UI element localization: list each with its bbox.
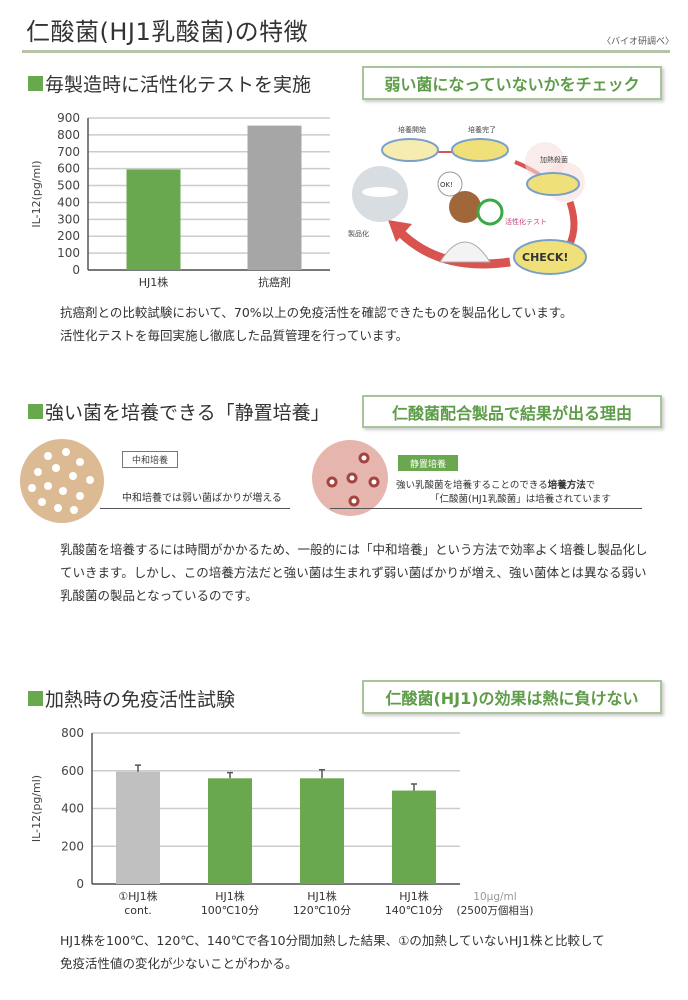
y-tick-label: 800	[61, 726, 84, 740]
section3-heading: 加熱時の免疫活性試験	[28, 685, 235, 712]
bar	[392, 790, 436, 884]
y-tick-label: 100	[57, 246, 80, 260]
y-axis-label: IL-12(pg/ml)	[30, 775, 43, 842]
paragraph-line: 抗癌剤との比較試験において、70%以上の免疫活性を確認できたものを製品化していま…	[60, 305, 573, 320]
label-done: 培養完了	[468, 125, 496, 134]
bar	[116, 771, 160, 884]
section2-heading-text: 強い菌を培養できる「静置培養」	[45, 402, 330, 424]
y-tick-label: 700	[57, 145, 80, 159]
label-sterilize: 加熱殺菌	[540, 155, 568, 164]
unit-note: (2500万個相当)	[457, 904, 534, 917]
paragraph-line: 免疫活性値の変化が少ないことがわかる。	[60, 956, 298, 971]
y-tick-label: 200	[61, 839, 84, 853]
x-tick-label: 140℃10分	[385, 904, 443, 917]
title-divider	[22, 50, 670, 53]
x-tick-label: HJ1株	[215, 889, 245, 903]
error-bar	[411, 783, 417, 791]
paragraph-line: 活性化テストを毎回実施し徹底した品質管理を行っています。	[60, 328, 409, 343]
bullet-square-icon	[28, 76, 43, 91]
paragraph-line: 乳酸菌を培養するには時間がかかるため、一般的には「中和培養」という方法で効率よく…	[60, 542, 648, 557]
y-tick-label: 600	[57, 162, 80, 176]
error-bar	[319, 769, 325, 779]
y-tick-label: 400	[61, 802, 84, 816]
section2-callout: 仁酸菌配合製品で結果が出る理由	[362, 395, 662, 428]
section3-callout: 仁酸菌(HJ1)の効果は熱に負けない	[362, 680, 662, 714]
label-ok: OK!	[440, 181, 453, 189]
source-note: 〈バイオ研調べ〉	[601, 37, 674, 47]
x-tick-label: cont.	[124, 904, 152, 917]
neutral-culture-dish-icon	[20, 439, 104, 523]
y-tick-label: 800	[57, 128, 80, 142]
y-tick-label: 300	[57, 212, 80, 226]
section3-heading-text: 加熱時の免疫活性試験	[45, 689, 236, 711]
error-bar	[135, 764, 141, 772]
divider	[100, 508, 290, 509]
error-bar	[227, 771, 233, 779]
x-tick-label: 120℃10分	[293, 904, 351, 917]
y-tick-label: 900	[57, 111, 80, 125]
y-axis-label: IL-12(pg/ml)	[30, 160, 43, 227]
paragraph-line: HJ1株を100℃、120℃、140℃で各10分間加熱した結果、①の加熱していな…	[60, 933, 605, 948]
x-tick-label: 抗癌剤	[258, 275, 291, 289]
y-tick-label: 600	[61, 764, 84, 778]
x-tick-label: HJ1株	[139, 275, 169, 289]
x-tick-label: HJ1株	[307, 889, 337, 903]
y-tick-label: 500	[57, 179, 80, 193]
section1-callout: 弱い菌になっていないかをチェック	[362, 66, 662, 100]
section3-paragraph: HJ1株を100℃、120℃、140℃で各10分間加熱した結果、①の加熱していな…	[60, 929, 605, 975]
y-tick-label: 0	[76, 877, 84, 891]
dish-done-icon	[451, 138, 509, 162]
section2-heading: 強い菌を培養できる「静置培養」	[28, 398, 330, 425]
text-bold: 培養方法	[547, 480, 586, 491]
bar	[126, 169, 181, 270]
x-tick-label: ①HJ1株	[118, 889, 157, 903]
activation-test-illustration: 培養開始 培養完了 加熱殺菌 製品化 OK! 活性化テスト CHECK!	[348, 125, 587, 275]
dish-start-icon	[381, 138, 439, 162]
section1-heading-text: 毎製造時に活性化テストを実施	[45, 74, 312, 96]
bullet-square-icon	[28, 404, 43, 419]
chart-activation-test: 0 100 200 300 400 500 600 700 800 900 IL-12(pg/ml)…	[30, 111, 330, 289]
section1-paragraph: 抗癌剤との比較試験において、70%以上の免疫活性を確認できたものを製品化していま…	[60, 301, 573, 347]
section2-paragraph: 乳酸菌を培養するには時間がかかるため、一般的には「中和培養」という方法で効率よく…	[60, 538, 648, 607]
divider	[330, 508, 642, 509]
paragraph-line: 乳酸菌の製品となっているのです。	[60, 588, 258, 603]
static-culture-dish-icon	[312, 440, 388, 516]
text-part: 強い乳酸菌を培養することのできる	[396, 480, 548, 491]
x-tick-label: 100℃10分	[201, 904, 259, 917]
bullet-square-icon	[28, 691, 43, 706]
bar	[247, 125, 302, 270]
scientist-icon	[449, 191, 481, 223]
label-activation-test: 活性化テスト	[505, 217, 547, 226]
label-check: CHECK!	[522, 251, 568, 264]
y-tick-label: 400	[57, 195, 80, 209]
static-culture-text-line1: 強い乳酸菌を培養することのできる培養方法で	[396, 477, 595, 491]
chart-heat-test: 0200400600800IL-12(pg/ml)①HJ1株cont.HJ1株1…	[30, 726, 534, 917]
x-tick-label: HJ1株	[399, 889, 429, 903]
paragraph-line: ていきます。しかし、この培養方法だと強い菌は生まれず弱い菌ばかりが増え、強い菌体…	[60, 565, 647, 580]
magnifier-icon	[476, 198, 504, 226]
y-tick-label: 200	[57, 229, 80, 243]
dish-heated-icon	[526, 172, 580, 196]
static-culture-text-line2: 「仁酸菌(HJ1乳酸菌」は培養されています	[430, 494, 611, 505]
unit-note: 10μg/ml	[473, 891, 516, 903]
tag-static-culture: 静置培養	[398, 455, 458, 471]
tag-neutral-culture: 中和培養	[122, 451, 178, 468]
check-dish-icon	[513, 239, 587, 275]
bar	[300, 778, 344, 884]
text-part: で	[585, 480, 596, 491]
y-tick-label: 0	[72, 263, 80, 277]
label-start: 培養開始	[398, 125, 426, 134]
bar	[208, 778, 252, 884]
label-product: 製品化	[348, 229, 369, 238]
page-title: 仁酸菌(HJ1乳酸菌)の特徴	[26, 18, 309, 46]
neutral-culture-text: 中和培養では弱い菌ばかりが増える	[122, 493, 282, 504]
section1-heading: 毎製造時に活性化テストを実施	[28, 70, 311, 97]
